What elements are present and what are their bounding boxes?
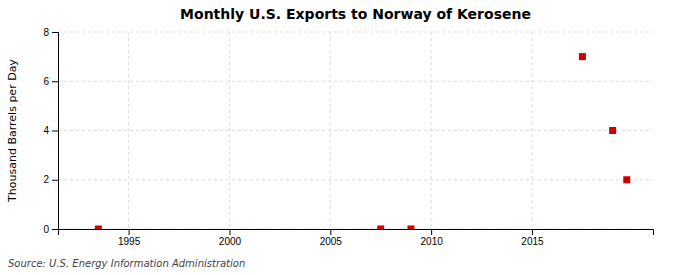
x-tick-label: 2005 [320,236,343,247]
grid-line-x [531,32,532,229]
y-tick-label: 8 [43,27,49,38]
grid-line-y [58,179,653,180]
x-tick: 2015 [521,229,544,247]
x-tick-mark [431,229,432,235]
y-tick: 0 [43,224,58,235]
x-tick-mark [532,229,533,235]
x-tick: 1995 [118,229,141,247]
x-tick-label: 2010 [421,236,444,247]
x-tick: 2010 [421,229,444,247]
title: Monthly U.S. Exports to Norway of Kerose… [180,6,531,22]
y-tick-label: 4 [43,125,49,136]
x-tick-label: 2015 [521,236,544,247]
point [609,127,616,134]
y-tick-mark [52,131,58,132]
point [377,226,384,230]
y-tick-mark [52,229,58,230]
point [95,226,102,230]
y-tick: 4 [43,125,58,136]
grid-line-x [431,32,432,229]
y-tick-mark [52,180,58,181]
grid-line-x [229,32,230,229]
chart: 1995 2000 2005 2010 2015 0 2 4 6 8 Monthly U.S. Ex… [0,0,675,275]
grid-line-y [58,32,653,33]
x-tick-mark [229,229,230,235]
x-tick-label: 1995 [118,236,141,247]
x-tick-label: 2000 [219,236,242,247]
y-tick-mark [52,81,58,82]
x-tick-mark [330,229,331,235]
point [579,53,586,60]
y-axis-line [52,33,59,230]
grid [58,32,653,229]
y-tick: 6 [43,76,58,87]
point [623,176,630,183]
y-tick-label: 2 [43,174,49,185]
y-axis: 0 2 4 6 8 [43,27,58,235]
y-tick-mark [52,32,58,33]
y-tick: 2 [43,174,58,185]
grid-line-x [330,32,331,229]
grid-line-x [128,32,129,229]
y-tick-label: 0 [43,224,49,235]
plot: 1995 2000 2005 2010 2015 0 2 4 6 8 [43,27,653,247]
x-axis-line [59,230,654,236]
source: Source: U.S. Energy Information Administ… [8,258,245,269]
y-tick: 8 [43,27,58,38]
y-axis-title: Thousand Barrels per Day [6,59,19,203]
point [407,226,414,230]
x-tick: 2005 [320,229,343,247]
points [95,53,630,229]
grid-line-y [58,81,653,82]
x-tick-mark [129,229,130,235]
x-axis: 1995 2000 2005 2010 2015 [59,229,654,247]
x-tick: 2000 [219,229,242,247]
y-tick-label: 6 [43,76,49,87]
grid-line-y [58,130,653,131]
